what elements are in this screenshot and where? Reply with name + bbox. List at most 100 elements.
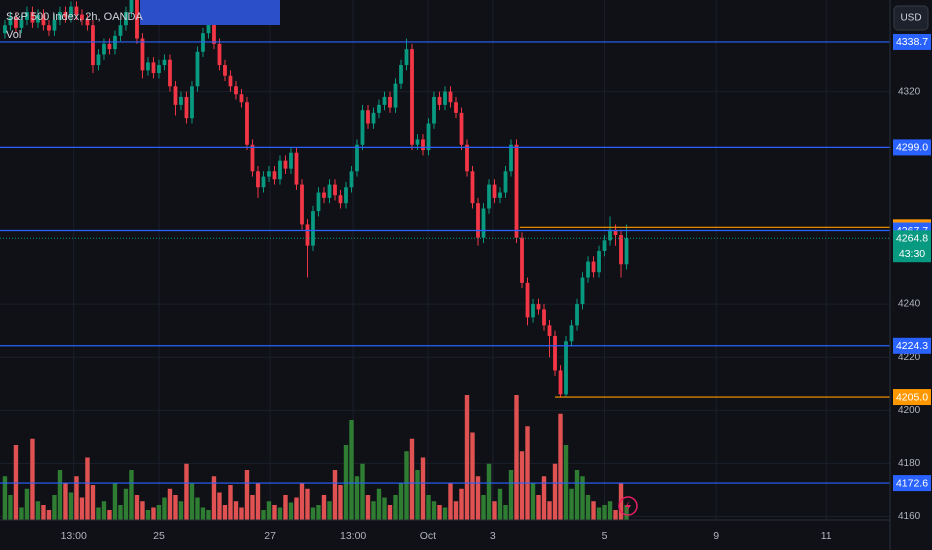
candle-body	[536, 304, 541, 310]
candle-body	[278, 160, 282, 180]
y-tick-label: 4180	[898, 458, 921, 469]
alert-icon[interactable]	[618, 496, 638, 516]
candle-body	[470, 171, 475, 204]
volume-bar	[470, 432, 475, 520]
volume-bar	[167, 488, 173, 520]
volume-bar	[288, 502, 294, 520]
candle-body	[437, 96, 442, 105]
volume-bar	[393, 495, 398, 520]
candle-body	[377, 104, 381, 113]
candle-body	[580, 277, 585, 305]
x-tick-label: 25	[153, 530, 165, 542]
volume-bar	[90, 485, 96, 520]
current-price-label: 4264.8	[896, 233, 928, 245]
volume-bar	[200, 507, 206, 520]
volume-bar	[332, 470, 338, 520]
candle-body	[311, 211, 315, 246]
volume-bar	[437, 505, 442, 520]
candle-body	[206, 17, 211, 34]
candle-body	[415, 139, 420, 145]
volume-bar	[547, 501, 552, 520]
x-tick-label: 13:00	[340, 530, 366, 542]
x-tick-label: 5	[602, 530, 608, 542]
volume-bar	[156, 505, 162, 520]
candle-body	[8, 17, 13, 26]
volume-bar	[448, 482, 453, 520]
candle-body	[239, 94, 244, 103]
y-tick-label: 4320	[898, 86, 921, 97]
candle-body	[195, 51, 200, 87]
candle-body	[85, 19, 90, 26]
volume-bar	[239, 507, 244, 520]
candle-body	[63, 11, 68, 18]
volume-bar	[228, 485, 233, 520]
candle-body	[410, 49, 414, 145]
candle-body	[135, 0, 139, 39]
candle-body	[151, 62, 156, 74]
volume-bar	[514, 395, 519, 520]
volume-bar	[305, 488, 310, 520]
candle-body	[344, 187, 348, 204]
candle-body	[421, 139, 425, 151]
x-tick-label: Oct	[420, 530, 436, 542]
volume-bar	[195, 497, 200, 520]
candle-body	[498, 192, 502, 198]
volume-bar	[497, 488, 503, 520]
candle-body	[91, 25, 95, 66]
volume-bar	[541, 476, 547, 520]
candle-body	[300, 184, 304, 225]
volume-bar	[404, 451, 409, 520]
volume-bar	[277, 507, 283, 520]
candle-body	[426, 123, 431, 151]
candle-body	[459, 112, 464, 145]
volume-bar	[552, 463, 558, 520]
volume-bar	[140, 501, 145, 520]
volume-bar	[492, 501, 497, 520]
candle-body	[52, 19, 57, 31]
volume-bar	[420, 457, 426, 520]
level-label: 4224.3	[896, 340, 928, 352]
volume-bar	[112, 482, 118, 520]
candle-body	[619, 235, 623, 265]
volume-bar	[299, 482, 305, 520]
volume-bar	[409, 438, 415, 520]
level-label-box	[893, 139, 931, 156]
candle-body	[371, 112, 376, 124]
level-label-box	[893, 389, 931, 406]
candle-body	[190, 86, 194, 119]
candle-body	[162, 59, 167, 66]
currency-button[interactable]	[893, 5, 929, 31]
volume-bar	[503, 505, 508, 520]
candle-body	[448, 91, 453, 103]
alert-icon-bolt[interactable]	[625, 500, 631, 513]
volume-bar	[79, 497, 85, 520]
candle-body	[503, 171, 508, 193]
candle-body	[327, 184, 332, 198]
candle-body	[250, 144, 255, 172]
candle-body	[481, 208, 486, 238]
currency-label[interactable]: USD	[900, 13, 921, 24]
candle-body	[476, 203, 480, 238]
volume-bar	[52, 495, 57, 520]
volume-bar	[321, 495, 327, 520]
candle-body	[129, 0, 134, 12]
volume-bar	[24, 488, 30, 520]
candle-body	[305, 224, 310, 246]
volume-bar	[327, 501, 332, 520]
candle-body	[366, 110, 370, 124]
volume-bar	[211, 476, 217, 520]
candle-body	[531, 304, 535, 318]
volume-bar	[365, 495, 371, 520]
candle-body	[597, 250, 601, 273]
candle-body	[157, 65, 161, 74]
candle-body	[382, 96, 387, 105]
volume-bar	[129, 470, 134, 520]
candle-body	[393, 83, 398, 108]
candle-body	[19, 19, 24, 28]
volume-bar	[459, 488, 464, 520]
candle-body	[608, 229, 612, 241]
candle-body	[355, 144, 359, 172]
candle-body	[272, 171, 277, 180]
candle-body	[465, 144, 469, 172]
volume-bar	[574, 470, 580, 520]
